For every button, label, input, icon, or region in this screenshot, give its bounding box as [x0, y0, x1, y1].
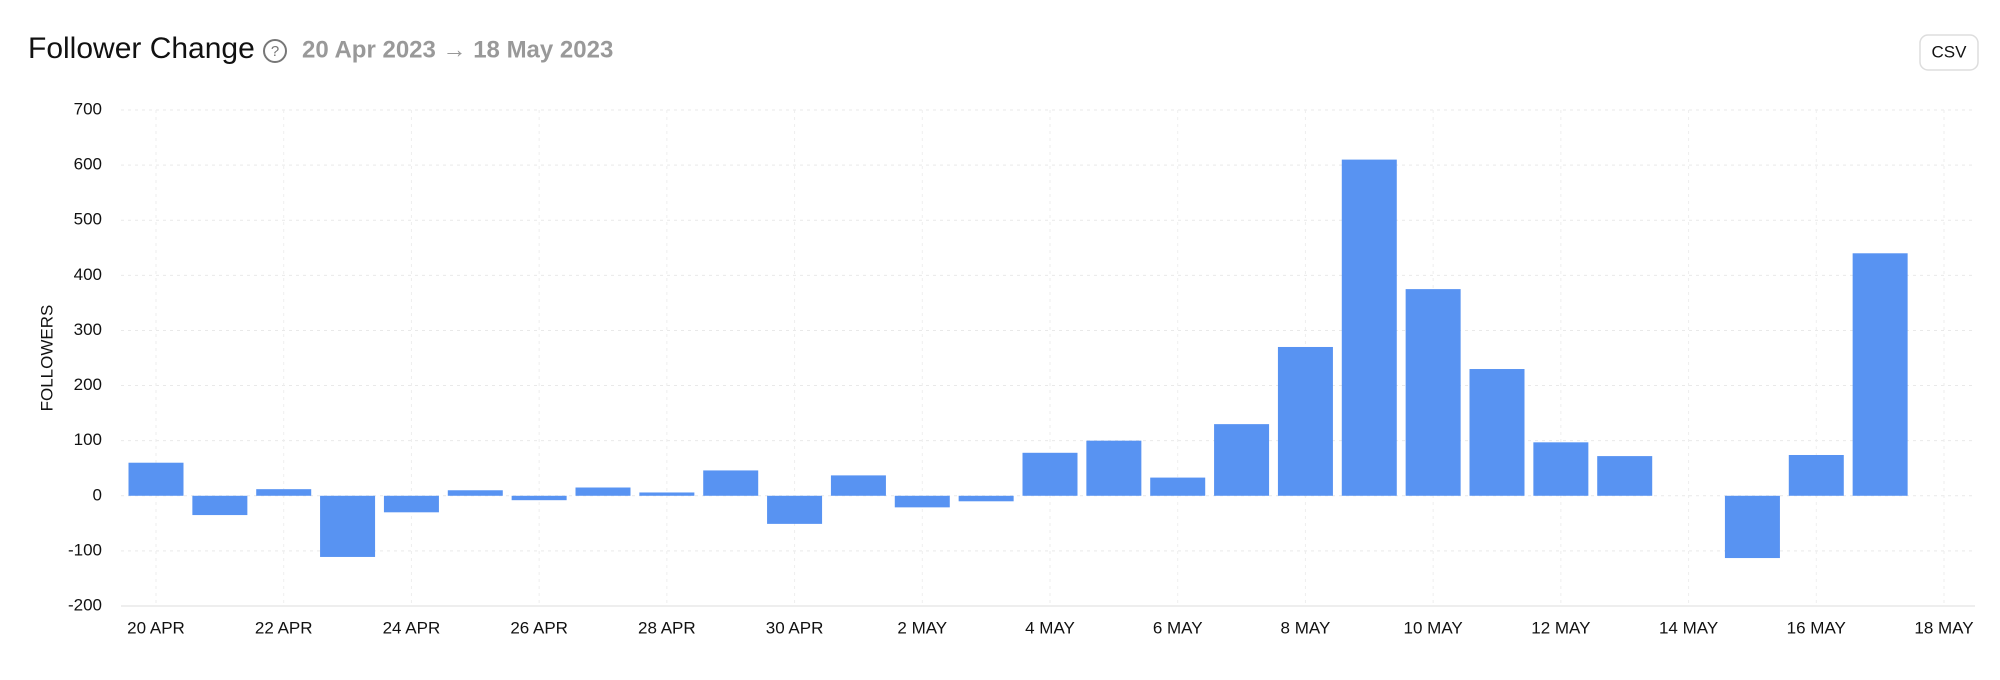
bar: [1469, 369, 1525, 496]
x-tick-label: 28 APR: [638, 618, 696, 637]
bar: [1788, 454, 1844, 496]
bar: [511, 495, 567, 501]
x-tick-label: 18 MAY: [1914, 618, 1973, 637]
csv-button[interactable]: [1919, 34, 1979, 71]
bar: [1724, 495, 1780, 559]
bar: [1405, 289, 1461, 496]
x-tick-label: 10 MAY: [1404, 618, 1463, 637]
y-tick-label: 300: [74, 320, 102, 339]
bar: [1277, 346, 1333, 496]
x-tick-label: 14 MAY: [1659, 618, 1718, 637]
bar: [1022, 452, 1078, 496]
x-tick-label: 4 MAY: [1025, 618, 1075, 637]
bar: [767, 495, 823, 524]
bar: [1150, 477, 1206, 496]
bar: [1852, 253, 1908, 496]
bar: [639, 492, 695, 496]
bar: [1086, 440, 1142, 496]
x-tick-label: 30 APR: [766, 618, 824, 637]
bar: [1533, 442, 1589, 496]
x-tick-label: 26 APR: [510, 618, 568, 637]
x-tick-label: 6 MAY: [1153, 618, 1203, 637]
bar: [447, 490, 503, 496]
x-tick-label: 16 MAY: [1787, 618, 1846, 637]
x-tick-label: 12 MAY: [1531, 618, 1590, 637]
bar: [894, 495, 950, 508]
y-tick-label: -200: [68, 595, 102, 614]
bar: [192, 495, 248, 516]
x-tick-label: 20 APR: [127, 618, 185, 637]
x-tick-label: 8 MAY: [1281, 618, 1331, 637]
help-icon[interactable]: ?: [263, 39, 287, 63]
bar: [575, 487, 631, 496]
bar: [830, 475, 886, 496]
title: Follower Change: [28, 32, 255, 65]
x-tick-label: 24 APR: [383, 618, 441, 637]
bar: [1597, 456, 1653, 496]
bar: [958, 495, 1014, 502]
y-tick-label: 600: [74, 155, 102, 174]
bar: [1214, 424, 1270, 496]
y-tick-label: -100: [68, 540, 102, 559]
csv-label: CSV: [1932, 42, 1968, 61]
help-mark: ?: [271, 43, 279, 60]
y-tick-label: 0: [93, 485, 102, 504]
x-tick-label: 2 MAY: [897, 618, 947, 637]
y-tick-label: 200: [74, 375, 102, 394]
x-tick-label: 22 APR: [255, 618, 313, 637]
bar: [128, 462, 184, 496]
y-axis-label: FOLLOWERS: [37, 305, 56, 412]
date-range: 20 Apr 2023 → 18 May 2023: [302, 36, 613, 63]
bar: [1341, 159, 1397, 496]
y-tick-label: 700: [74, 99, 102, 118]
bar: [383, 495, 439, 513]
y-tick-label: 100: [74, 430, 102, 449]
y-tick-label: 500: [74, 210, 102, 229]
bar: [320, 495, 376, 557]
y-tick-label: 400: [74, 265, 102, 284]
bar: [703, 470, 759, 496]
bar: [256, 489, 312, 496]
